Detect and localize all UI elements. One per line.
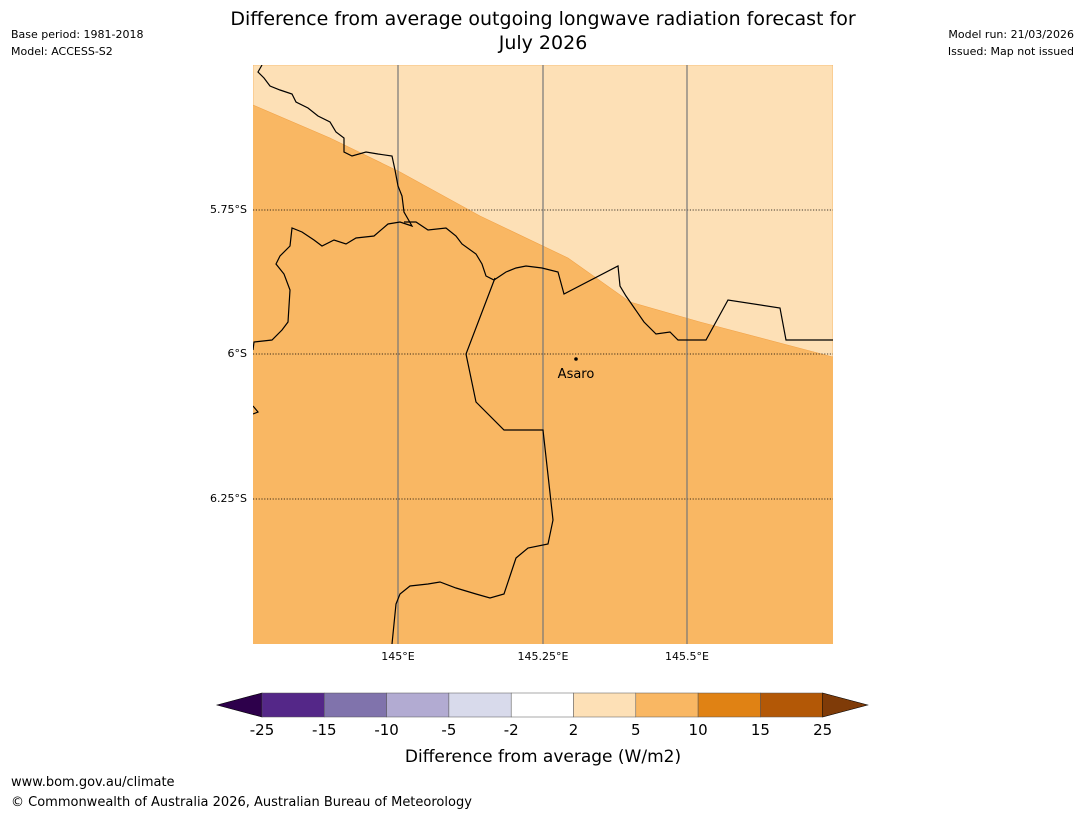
border-west-fragment	[253, 405, 259, 415]
colorbar-swatch	[261, 692, 325, 718]
footer-copyright: © Commonwealth of Australia 2026, Austra…	[11, 795, 472, 810]
meta-right: Model run: 21/03/2026 Issued: Map not is…	[948, 26, 1074, 60]
lon-label: 145.5°E	[665, 650, 709, 663]
title-line-1: Difference from average outgoing longwav…	[230, 8, 856, 30]
base-period: Base period: 1981-2018	[11, 28, 144, 41]
colorbar-tick-label: 10	[689, 721, 708, 739]
colorbar: -25 -15 -10 -5 -2 2 5 10 15 25 Difference from av…	[215, 692, 869, 767]
colorbar-label: Difference from average (W/m2)	[405, 747, 681, 767]
colorbar-tick-label: -2	[504, 721, 519, 739]
colorbar-tick-label: 2	[569, 721, 579, 739]
colorbar-tick-label: 15	[751, 721, 770, 739]
colorbar-swatch	[697, 692, 761, 718]
colorbar-tick-label: 5	[631, 721, 641, 739]
colorbar-tick-label: -5	[441, 721, 456, 739]
issued-status: Issued: Map not issued	[947, 45, 1074, 58]
border-province	[391, 277, 554, 644]
colorbar-extension-high	[822, 692, 869, 718]
colorbar-swatch	[635, 692, 699, 718]
colorbar-swatch	[760, 692, 823, 718]
colorbar-extension-low	[215, 692, 263, 718]
lat-label: 6°S	[228, 347, 247, 360]
asaro-marker	[574, 357, 578, 361]
border-north	[253, 65, 414, 351]
lat-label: 6.25°S	[210, 492, 247, 505]
forecast-map: Asaro 5.75°S 6°S 6.25°S 145°E 145.25°E 1…	[210, 65, 833, 663]
map-title: Difference from average outgoing longwav…	[193, 7, 893, 55]
model-name: Model: ACCESS-S2	[11, 45, 113, 58]
colorbar-tick-label: -25	[250, 721, 275, 739]
title-line-2: July 2026	[498, 32, 588, 54]
colorbar-swatch	[324, 692, 387, 718]
colorbar-tick-label: 25	[813, 721, 832, 739]
meta-left: Base period: 1981-2018 Model: ACCESS-S2	[11, 26, 143, 60]
border-central	[404, 221, 833, 341]
colorbar-swatch	[573, 692, 637, 718]
colorbar-swatch	[448, 692, 512, 718]
colorbar-swatch	[510, 692, 574, 718]
model-run: Model run: 21/03/2026	[948, 28, 1074, 41]
footer-url: www.bom.gov.au/climate	[11, 775, 175, 790]
lat-label: 5.75°S	[210, 203, 247, 216]
lon-label: 145°E	[381, 650, 414, 663]
colorbar-swatch	[386, 692, 450, 718]
colorbar-tick-label: -10	[374, 721, 399, 739]
colorbar-tick-label: -15	[312, 721, 337, 739]
place-label-asaro: Asaro	[558, 367, 595, 382]
lon-label: 145.25°E	[518, 650, 569, 663]
